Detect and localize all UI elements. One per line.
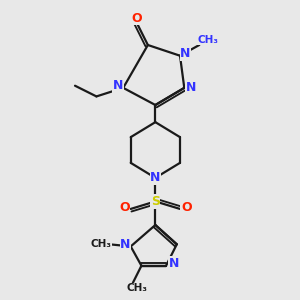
Text: CH₃: CH₃ bbox=[90, 239, 111, 249]
Text: O: O bbox=[119, 201, 130, 214]
Text: N: N bbox=[113, 79, 123, 92]
Text: S: S bbox=[151, 195, 160, 208]
Text: N: N bbox=[150, 171, 161, 184]
Text: CH₃: CH₃ bbox=[127, 283, 148, 293]
Text: N: N bbox=[185, 81, 196, 94]
Text: N: N bbox=[120, 238, 130, 251]
Text: N: N bbox=[168, 257, 179, 270]
Text: N: N bbox=[180, 47, 190, 60]
Text: O: O bbox=[181, 201, 192, 214]
Text: O: O bbox=[132, 12, 142, 25]
Text: CH₃: CH₃ bbox=[197, 34, 218, 45]
